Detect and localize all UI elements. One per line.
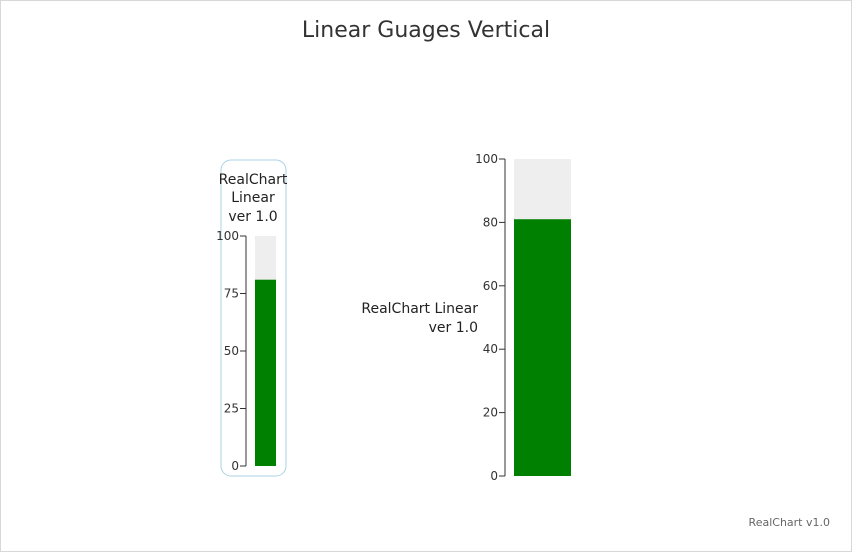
gauge-1-axis: 0 25 50 75 100 [216, 229, 247, 473]
gauge-2-bar [514, 219, 571, 477]
gauge-1-label-line-2: Linear [231, 190, 275, 206]
gauge-2-tick-label: 100 [475, 152, 498, 166]
gauge-1-label-line-3: ver 1.0 [228, 209, 277, 225]
gauge-1-label-line-1: RealChart [219, 172, 288, 188]
gauge-1-tick-label: 75 [224, 287, 239, 301]
gauge-2-label-line-2: ver 1.0 [429, 320, 478, 336]
gauge-2-tick-label: 20 [483, 406, 498, 420]
gauge-2-tick-label: 40 [483, 342, 498, 356]
chart-title: Linear Guages Vertical [301, 18, 551, 43]
gauge-2: RealChart Linear ver 1.0 0 20 40 60 80 100 [361, 152, 571, 483]
gauge-2-label-line-1: RealChart Linear [361, 301, 478, 317]
gauge-1-tick-label: 25 [224, 402, 239, 416]
gauge-1: RealChart Linear ver 1.0 0 25 50 75 100 [216, 159, 288, 477]
gauge-2-tick-label: 60 [483, 279, 498, 293]
gauge-1-tick-label: 0 [231, 459, 239, 473]
gauge-2-tick-label: 0 [490, 469, 498, 483]
gauge-1-bar [255, 279, 276, 466]
gauge-1-panel [220, 159, 287, 477]
gauge-1-tick-label: 50 [224, 344, 239, 358]
gauge-1-tick-label: 100 [216, 229, 239, 243]
gauge-2-axis: 0 20 40 60 80 100 [475, 152, 506, 483]
credits-label: RealChart v1.0 [748, 516, 830, 529]
gauge-2-tick-label: 80 [483, 215, 498, 229]
